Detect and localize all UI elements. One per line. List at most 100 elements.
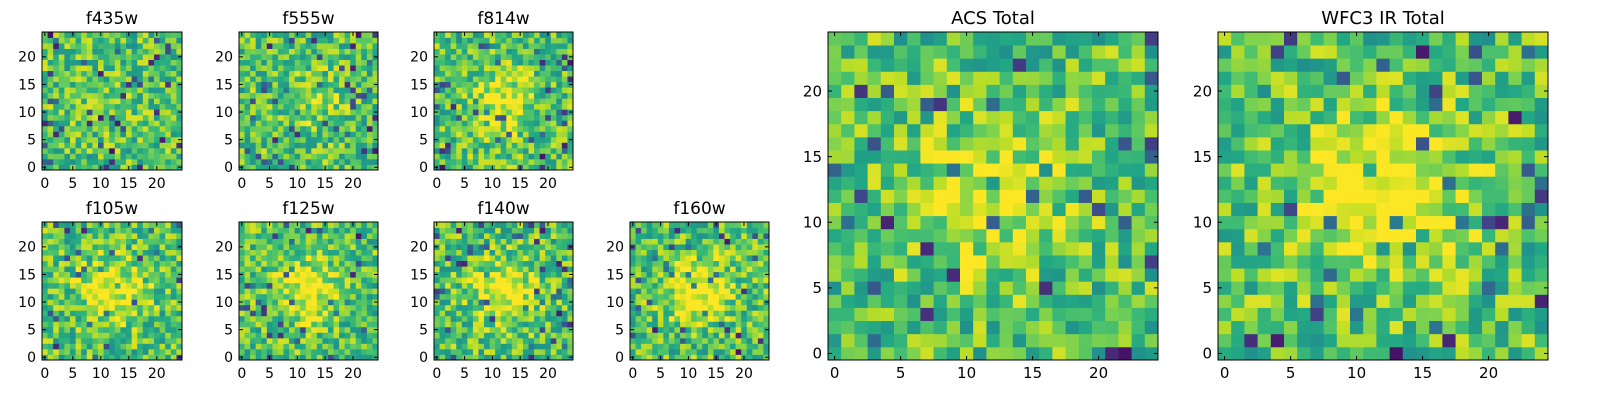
heatmap-cell <box>517 54 524 60</box>
heatmap-cell <box>311 114 318 121</box>
heatmap-cell <box>322 131 329 138</box>
heatmap-cell <box>461 255 468 262</box>
heatmap-cell <box>511 238 518 245</box>
heatmap-cell <box>528 315 535 322</box>
heatmap-cell <box>300 37 307 44</box>
heatmap-cell <box>511 43 518 49</box>
heatmap-cell <box>98 266 104 273</box>
heatmap-cell <box>741 348 748 355</box>
heatmap-cell <box>294 271 301 278</box>
heatmap-cell <box>64 70 71 77</box>
heatmap-cell <box>344 109 351 116</box>
heatmap-cell <box>439 120 446 127</box>
heatmap-cell <box>176 260 183 267</box>
heatmap-cell <box>517 120 524 127</box>
heatmap-cell <box>70 288 76 295</box>
heatmap-cell <box>355 288 362 295</box>
heatmap-cell <box>495 348 502 355</box>
heatmap-cell <box>456 136 463 143</box>
heatmap-cell <box>528 114 535 121</box>
heatmap-cell <box>707 255 714 262</box>
heatmap-cell <box>522 348 529 355</box>
heatmap-cell <box>98 153 104 160</box>
heatmap-cell <box>534 37 541 44</box>
heatmap-cell <box>545 326 552 333</box>
heatmap-cell <box>53 332 60 339</box>
heatmap-cell <box>713 337 720 344</box>
heatmap-cell <box>154 271 160 278</box>
heatmap-cell <box>674 337 681 344</box>
heatmap-cell <box>366 114 373 121</box>
heatmap-cell <box>894 215 908 230</box>
heatmap-cell <box>255 109 262 116</box>
heatmap-cell <box>657 288 664 295</box>
heatmap-cell <box>456 142 463 149</box>
heatmap-cell <box>344 348 351 355</box>
heatmap-cell <box>75 92 82 99</box>
heatmap-cell <box>506 321 513 328</box>
heatmap-cell <box>646 266 653 273</box>
heatmap-cell <box>92 76 99 83</box>
heatmap-cell <box>70 48 76 55</box>
heatmap-cell <box>434 277 440 284</box>
heatmap-cell <box>58 48 65 55</box>
heatmap-cell <box>652 271 659 278</box>
heatmap-cell <box>1118 268 1132 282</box>
heatmap-cell <box>53 48 60 55</box>
heatmap-cell <box>244 158 251 165</box>
heatmap-cell <box>366 249 373 256</box>
heatmap-cell <box>372 293 379 300</box>
heatmap-cell <box>109 238 116 245</box>
heatmap-cell <box>445 87 452 94</box>
heatmap-cell <box>366 37 373 44</box>
heatmap-cell <box>316 125 323 132</box>
heatmap-cell <box>311 227 318 234</box>
heatmap-cell <box>53 304 60 311</box>
heatmap-cell <box>545 59 552 66</box>
heatmap-cell <box>495 164 502 171</box>
heatmap-cell <box>517 310 524 317</box>
heatmap-cell <box>757 222 764 228</box>
heatmap-cell <box>561 43 568 49</box>
heatmap-cell <box>372 304 379 311</box>
heatmap-cell <box>641 315 648 322</box>
heatmap-cell <box>239 332 245 339</box>
heatmap-cell <box>42 65 48 72</box>
heatmap-cell <box>724 293 731 300</box>
heatmap-cell <box>272 131 279 138</box>
heatmap-cell <box>53 37 60 44</box>
heatmap-cell <box>445 92 452 99</box>
heatmap-cell <box>131 142 138 149</box>
heatmap-cell <box>344 136 351 143</box>
heatmap-cell <box>126 70 132 77</box>
heatmap-cell <box>506 310 513 317</box>
heatmap-cell <box>333 326 340 333</box>
heatmap-cell <box>261 337 268 344</box>
heatmap-cell <box>305 332 312 339</box>
heatmap-cell <box>75 277 82 284</box>
heatmap-cell <box>986 176 1000 190</box>
heatmap-cell <box>702 348 709 355</box>
heatmap-cell <box>322 310 329 317</box>
heatmap-cell <box>81 153 88 160</box>
heatmap-cell <box>567 238 574 245</box>
heatmap-cell <box>467 114 474 121</box>
heatmap-cell <box>244 288 251 295</box>
heatmap-cell <box>1012 163 1027 177</box>
heatmap-cell <box>126 238 132 245</box>
heatmap-cell <box>646 293 653 300</box>
heatmap-cell <box>311 125 318 132</box>
heatmap-cell <box>165 147 172 154</box>
heatmap-cell <box>64 59 71 66</box>
heatmap-cell <box>70 59 76 66</box>
heatmap-cell <box>327 332 334 339</box>
heatmap-cell <box>86 321 93 328</box>
heatmap-cell <box>528 304 535 311</box>
heatmap-cell <box>339 315 346 322</box>
heatmap-cell <box>58 326 65 333</box>
heatmap-cell <box>98 109 104 116</box>
heatmap-cell <box>58 288 65 295</box>
heatmap-cell <box>255 136 262 143</box>
heatmap-cell <box>131 158 138 165</box>
heatmap-cell <box>316 32 323 38</box>
